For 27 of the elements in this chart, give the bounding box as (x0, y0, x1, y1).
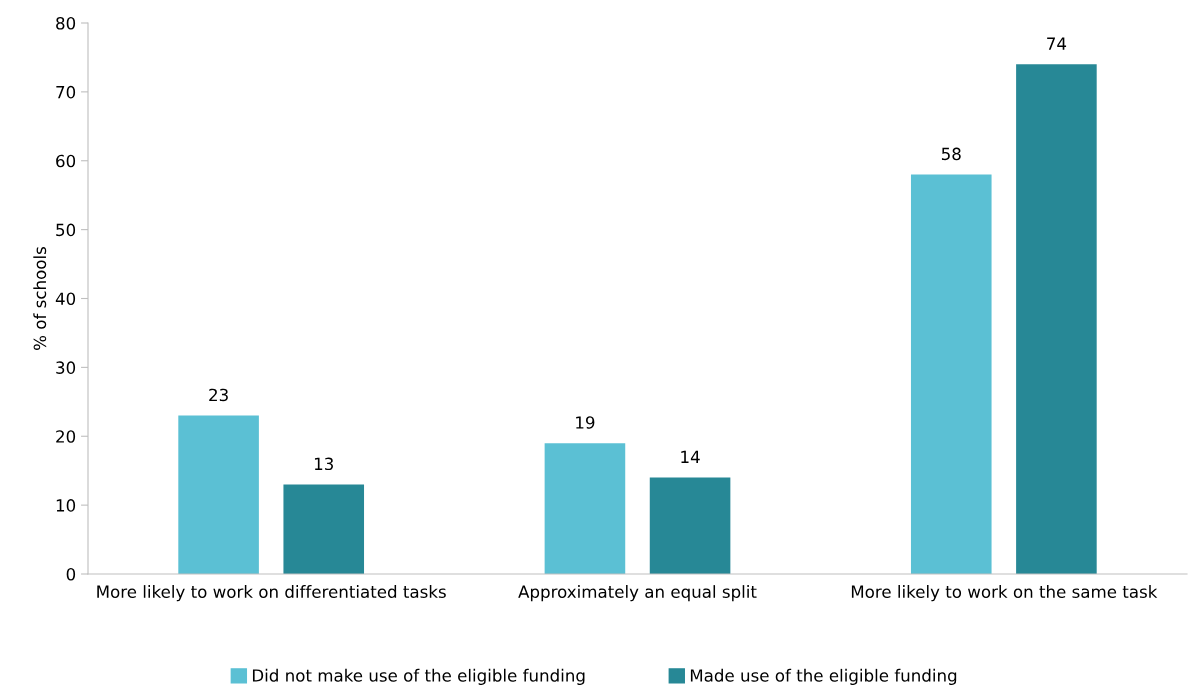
bar (649, 477, 731, 574)
data-label: 19 (576, 416, 595, 429)
x-tick-label: More likely to work on differentiated tasks (97, 585, 446, 602)
y-tick-label: 30 (56, 361, 76, 374)
y-tick-label: 20 (56, 430, 76, 443)
x-tick-label: Approximately an equal split (518, 585, 757, 602)
y-axis-title: % of schools (33, 247, 47, 350)
y-tick-label: 70 (56, 85, 76, 99)
data-label: 58 (941, 147, 961, 161)
x-tick-label: More likely to work on the same task (851, 585, 1158, 602)
data-label: 14 (681, 450, 700, 463)
bar (178, 415, 259, 574)
y-tick-label: 10 (56, 499, 76, 512)
legend-label: Made use of the eligible funding (690, 668, 957, 685)
data-label: 74 (1047, 37, 1067, 50)
data-label: 23 (209, 388, 228, 402)
y-tick-label: 0 (66, 567, 76, 581)
legend-label: Did not make use of the eligible funding (252, 668, 585, 685)
y-tick-label: 40 (55, 292, 76, 306)
bar (283, 484, 365, 574)
bar (544, 443, 626, 574)
bar (1016, 64, 1097, 574)
y-tick-label: 50 (56, 223, 76, 237)
bar (910, 174, 992, 574)
y-tick-label: 60 (56, 154, 76, 168)
y-tick-label: 80 (56, 16, 76, 30)
data-label: 13 (314, 457, 333, 471)
